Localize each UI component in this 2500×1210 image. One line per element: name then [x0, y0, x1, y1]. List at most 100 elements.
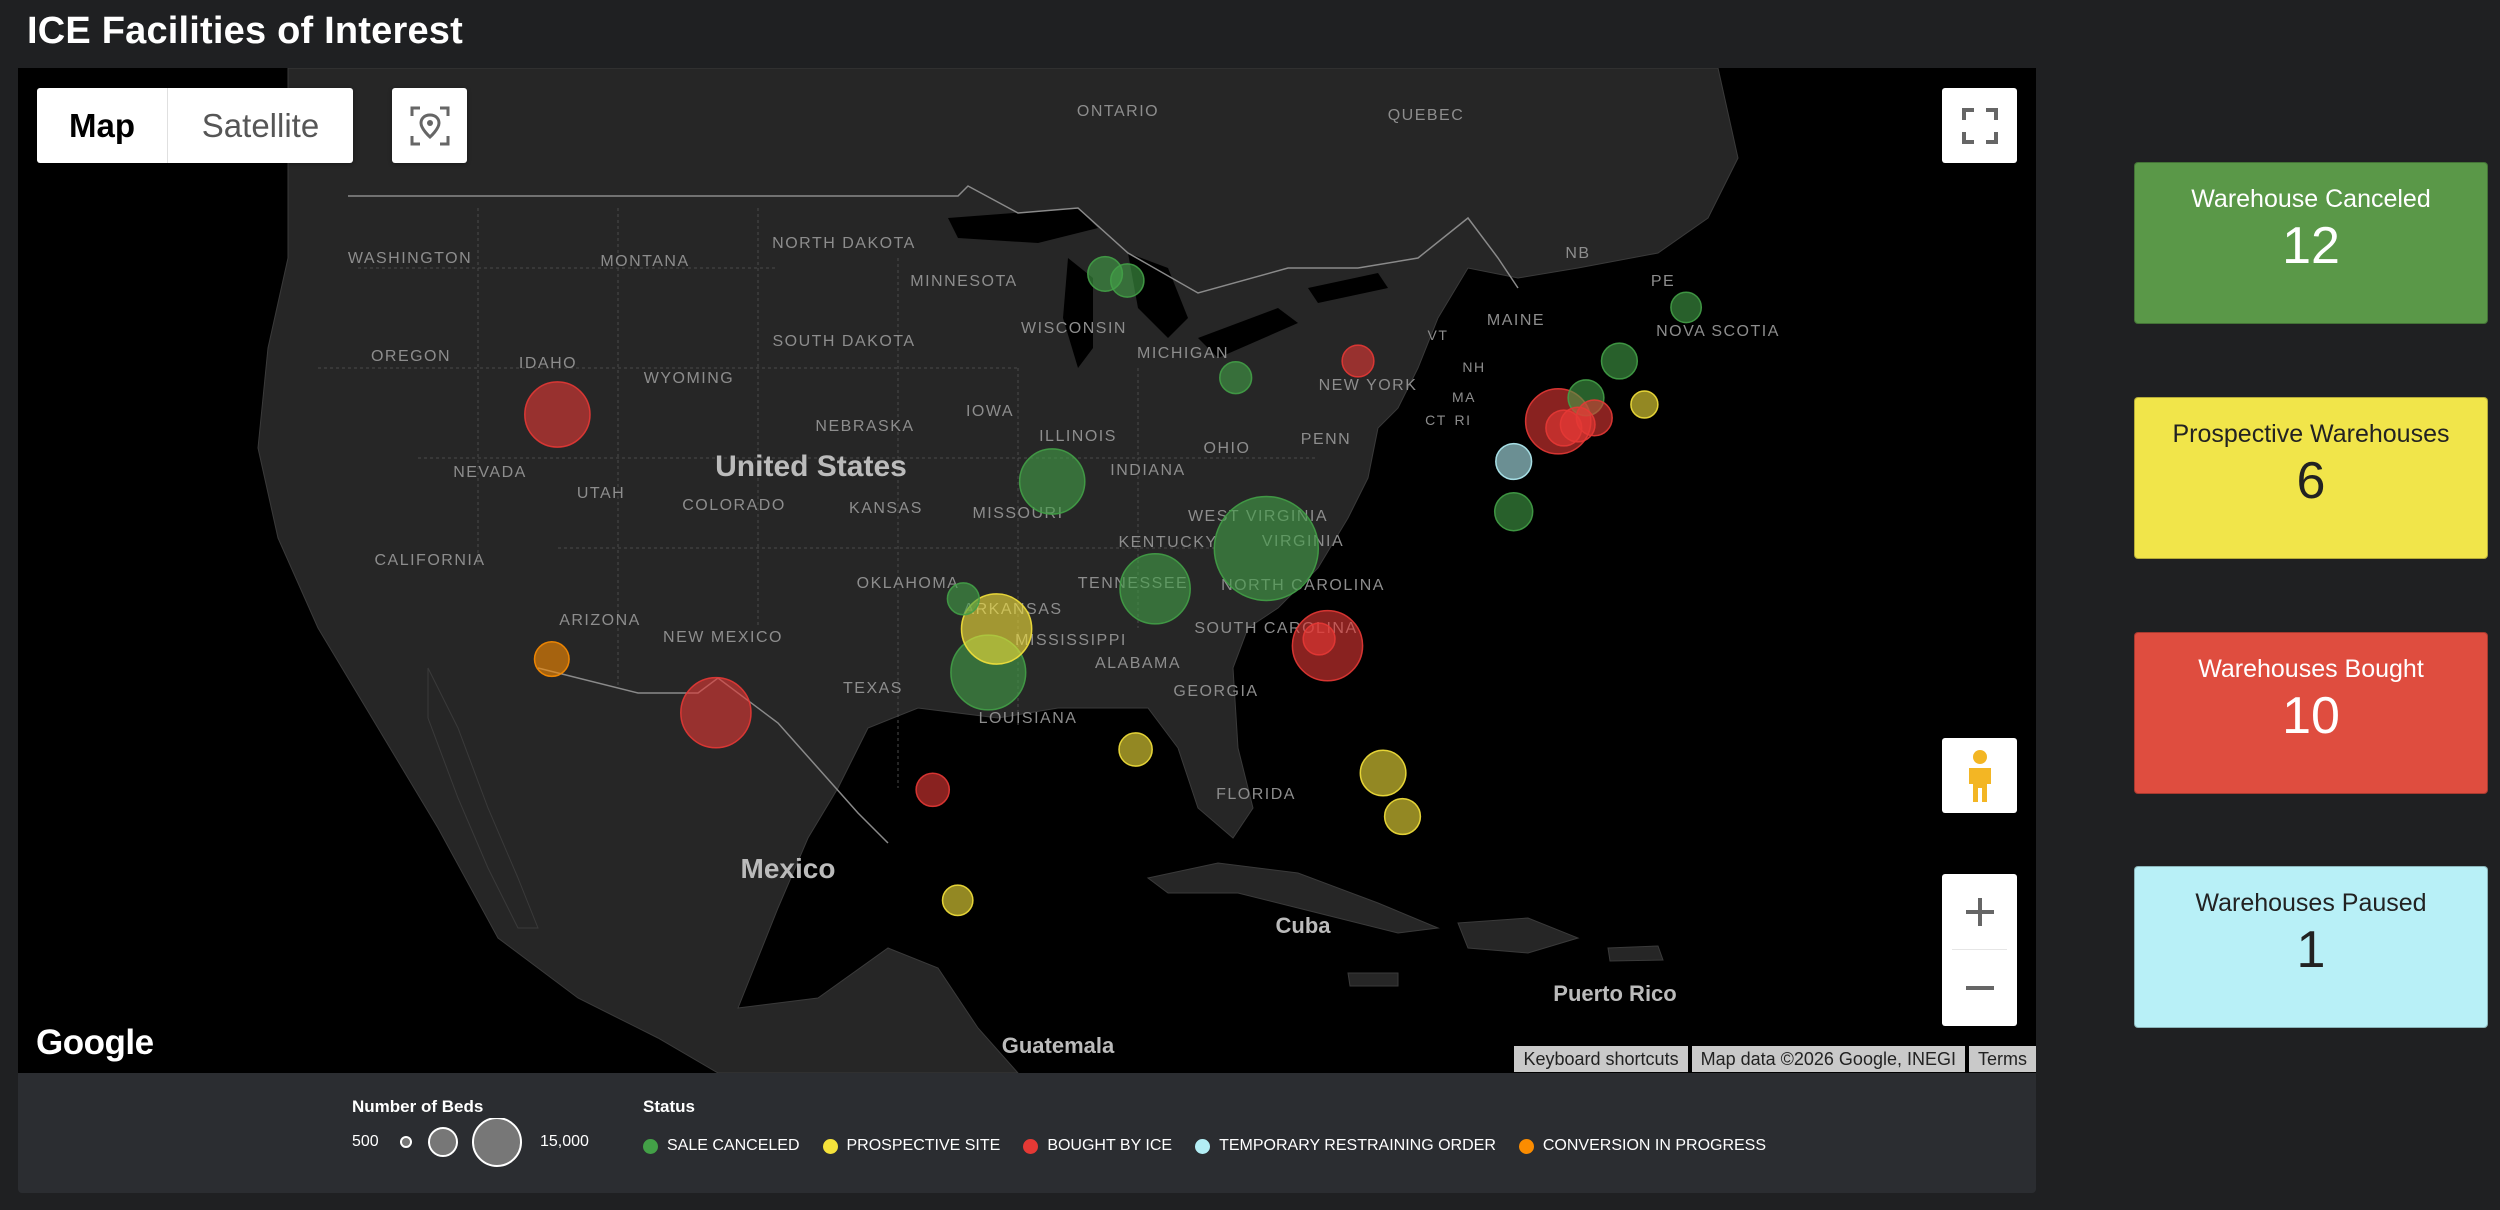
status-label: PROSPECTIVE SITE: [846, 1137, 1001, 1154]
status-item-bought-by-ice: BOUGHT BY ICE: [1023, 1137, 1172, 1155]
facility-marker[interactable]: [1219, 361, 1253, 395]
map-type-control[interactable]: Map Satellite: [37, 88, 353, 163]
map-label: Guatemala: [1002, 1033, 1115, 1058]
map-label: NORTH DAKOTA: [772, 235, 916, 252]
beds-max-label: 15,000: [540, 1133, 589, 1150]
zoom-control[interactable]: [1942, 874, 2017, 1026]
facility-marker[interactable]: [680, 676, 752, 749]
map-attribution: Keyboard shortcuts Map data ©2026 Google…: [1514, 1046, 2036, 1072]
land-cuba: [1146, 862, 1440, 934]
map-label: OHIO: [1204, 440, 1251, 457]
facility-marker[interactable]: [1630, 390, 1659, 419]
facility-marker[interactable]: [1118, 732, 1153, 767]
map-label: MICHIGAN: [1137, 345, 1229, 362]
facility-marker[interactable]: [960, 593, 1033, 665]
facility-marker[interactable]: [1119, 552, 1191, 625]
map-label: WASHINGTON: [348, 250, 472, 267]
zoom-in-button[interactable]: [1942, 874, 2017, 949]
fullscreen-icon: [1961, 107, 1998, 144]
map-label: OREGON: [371, 348, 451, 365]
map-label: MAINE: [1487, 312, 1545, 329]
status-item-temporary-restraining-order: TEMPORARY RESTRAINING ORDER: [1195, 1137, 1496, 1155]
facility-marker[interactable]: [1495, 442, 1533, 481]
beds-scale-medium: [428, 1127, 458, 1157]
facility-markers[interactable]: [524, 255, 1703, 917]
facility-marker[interactable]: [1018, 448, 1086, 515]
facility-marker[interactable]: [1341, 344, 1375, 378]
map-label: Puerto Rico: [1553, 981, 1676, 1006]
map-label: United States: [715, 450, 907, 483]
card-value: 10: [2282, 687, 2340, 745]
map-canvas[interactable]: United States Mexico Cuba Guatemala Puerto R…: [18, 68, 2036, 1073]
great-lakes: [948, 208, 1388, 368]
map-label: WYOMING: [644, 370, 735, 387]
status-dot: [1518, 1138, 1534, 1154]
beds-scale-small: [400, 1136, 412, 1148]
land-north-america: [257, 68, 1739, 1073]
map-label: NEBRASKA: [815, 418, 914, 435]
map-label: MINNESOTA: [910, 273, 1017, 290]
locate-button[interactable]: [392, 88, 467, 163]
map-label: OKLAHOMA: [857, 575, 960, 592]
map-label: NEW YORK: [1319, 377, 1418, 394]
facility-marker[interactable]: [1109, 263, 1145, 298]
map-label: VT: [1428, 327, 1449, 343]
facility-marker[interactable]: [1493, 491, 1534, 532]
status-item-conversion-in-progress: CONVERSION IN PROGRESS: [1518, 1137, 1766, 1155]
map-label: NEVADA: [453, 464, 527, 481]
map-label: NEW MEXICO: [663, 629, 783, 646]
facility-marker[interactable]: [533, 641, 570, 678]
location-pin-icon: [410, 106, 449, 145]
map[interactable]: United States Mexico Cuba Guatemala Puerto R…: [18, 68, 2036, 1073]
map-label: MONTANA: [600, 253, 689, 270]
map-label: NB: [1565, 245, 1590, 262]
map-label: RI: [1455, 412, 1472, 428]
map-label: IDAHO: [519, 355, 577, 372]
zoom-separator: [1952, 949, 2007, 950]
state-lines: [318, 208, 1318, 788]
border-us-canada: [348, 185, 1519, 294]
card-warehouses-bought: Warehouses Bought 10: [2134, 632, 2488, 794]
status-dot: [1195, 1138, 1211, 1154]
map-label: UTAH: [577, 485, 625, 502]
map-label: COLORADO: [682, 497, 786, 514]
land-baja: [427, 667, 539, 929]
facility-marker[interactable]: [1383, 797, 1422, 836]
map-label: NH: [1462, 359, 1485, 375]
beds-legend-title: Number of Beds: [352, 1097, 484, 1116]
facility-marker[interactable]: [941, 884, 974, 917]
facility-marker[interactable]: [1302, 622, 1336, 656]
map-label: TEXAS: [843, 680, 903, 697]
fullscreen-button[interactable]: [1942, 88, 2017, 163]
card-label: Prospective Warehouses: [2172, 420, 2450, 448]
land-puerto-rico: [1607, 945, 1664, 962]
map-label: KENTUCKY: [1118, 534, 1217, 551]
beds-scale-large: [472, 1118, 522, 1167]
facility-marker[interactable]: [524, 381, 591, 448]
map-label: WISCONSIN: [1021, 320, 1127, 337]
map-type-map-button[interactable]: Map: [37, 88, 168, 163]
facility-marker[interactable]: [915, 772, 951, 808]
map-label: LOUISIANA: [979, 710, 1078, 727]
facility-marker[interactable]: [1359, 749, 1407, 797]
map-type-satellite-button[interactable]: Satellite: [201, 106, 320, 144]
pegman-icon: [1968, 749, 1991, 802]
facility-marker[interactable]: [1559, 406, 1596, 443]
keyboard-shortcuts-link[interactable]: Keyboard shortcuts: [1514, 1046, 1688, 1072]
map-label: PENN: [1301, 431, 1351, 448]
map-label: GEORGIA: [1173, 683, 1258, 700]
plus-icon: [1965, 897, 1994, 926]
street-view-pegman-button[interactable]: [1942, 738, 2017, 813]
status-item-prospective-site: PROSPECTIVE SITE: [822, 1137, 1001, 1155]
map-label: Cuba: [1276, 913, 1332, 938]
facility-marker[interactable]: [1213, 495, 1320, 602]
terms-link[interactable]: Terms: [1969, 1046, 2036, 1072]
zoom-out-button[interactable]: [1942, 950, 2017, 1025]
minus-icon: [1965, 985, 1994, 990]
facility-marker[interactable]: [1600, 342, 1639, 380]
card-label: Warehouses Bought: [2198, 655, 2424, 683]
map-label: ALABAMA: [1095, 655, 1181, 672]
facility-marker[interactable]: [946, 582, 980, 616]
land-hispaniola: [1457, 917, 1580, 954]
facility-marker[interactable]: [1670, 291, 1703, 324]
